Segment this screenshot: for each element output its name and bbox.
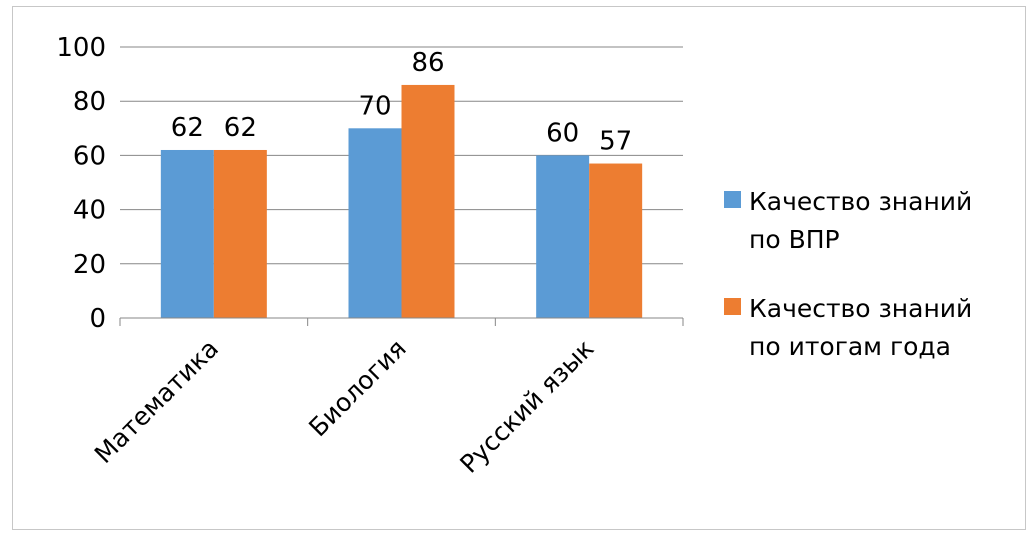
data-label: 70 bbox=[358, 91, 391, 121]
axes bbox=[119, 317, 684, 326]
data-label: 62 bbox=[171, 113, 204, 143]
bar bbox=[348, 128, 402, 318]
x-category-label: Русский язык bbox=[454, 334, 599, 479]
y-tick-label: 100 bbox=[56, 33, 106, 63]
data-label: 62 bbox=[224, 113, 257, 143]
y-tick-label: 80 bbox=[73, 87, 106, 117]
bars bbox=[160, 84, 643, 318]
bar bbox=[589, 163, 643, 318]
data-label: 60 bbox=[546, 118, 579, 148]
y-tick-label: 0 bbox=[89, 304, 106, 334]
bar bbox=[160, 149, 214, 318]
legend-swatch bbox=[724, 298, 741, 315]
legend: Качество знаний по ВПР Качество знаний по и… bbox=[724, 187, 972, 361]
x-category-label: Математика bbox=[89, 334, 224, 469]
bar bbox=[213, 149, 267, 318]
legend-label: Качество знаний bbox=[749, 187, 972, 216]
y-tick-label: 20 bbox=[73, 250, 106, 280]
legend-label: Качество знаний bbox=[749, 294, 972, 323]
legend-swatch bbox=[724, 191, 741, 208]
bar bbox=[401, 84, 455, 318]
x-category-label: Биология bbox=[303, 334, 411, 442]
data-label: 86 bbox=[411, 48, 444, 78]
y-tick-label: 60 bbox=[73, 141, 106, 171]
legend-label: по итогам года bbox=[749, 332, 951, 361]
y-tick-label: 40 bbox=[73, 196, 106, 226]
bar bbox=[536, 155, 590, 318]
data-label: 57 bbox=[599, 127, 632, 157]
legend-label: по ВПР bbox=[749, 225, 840, 254]
